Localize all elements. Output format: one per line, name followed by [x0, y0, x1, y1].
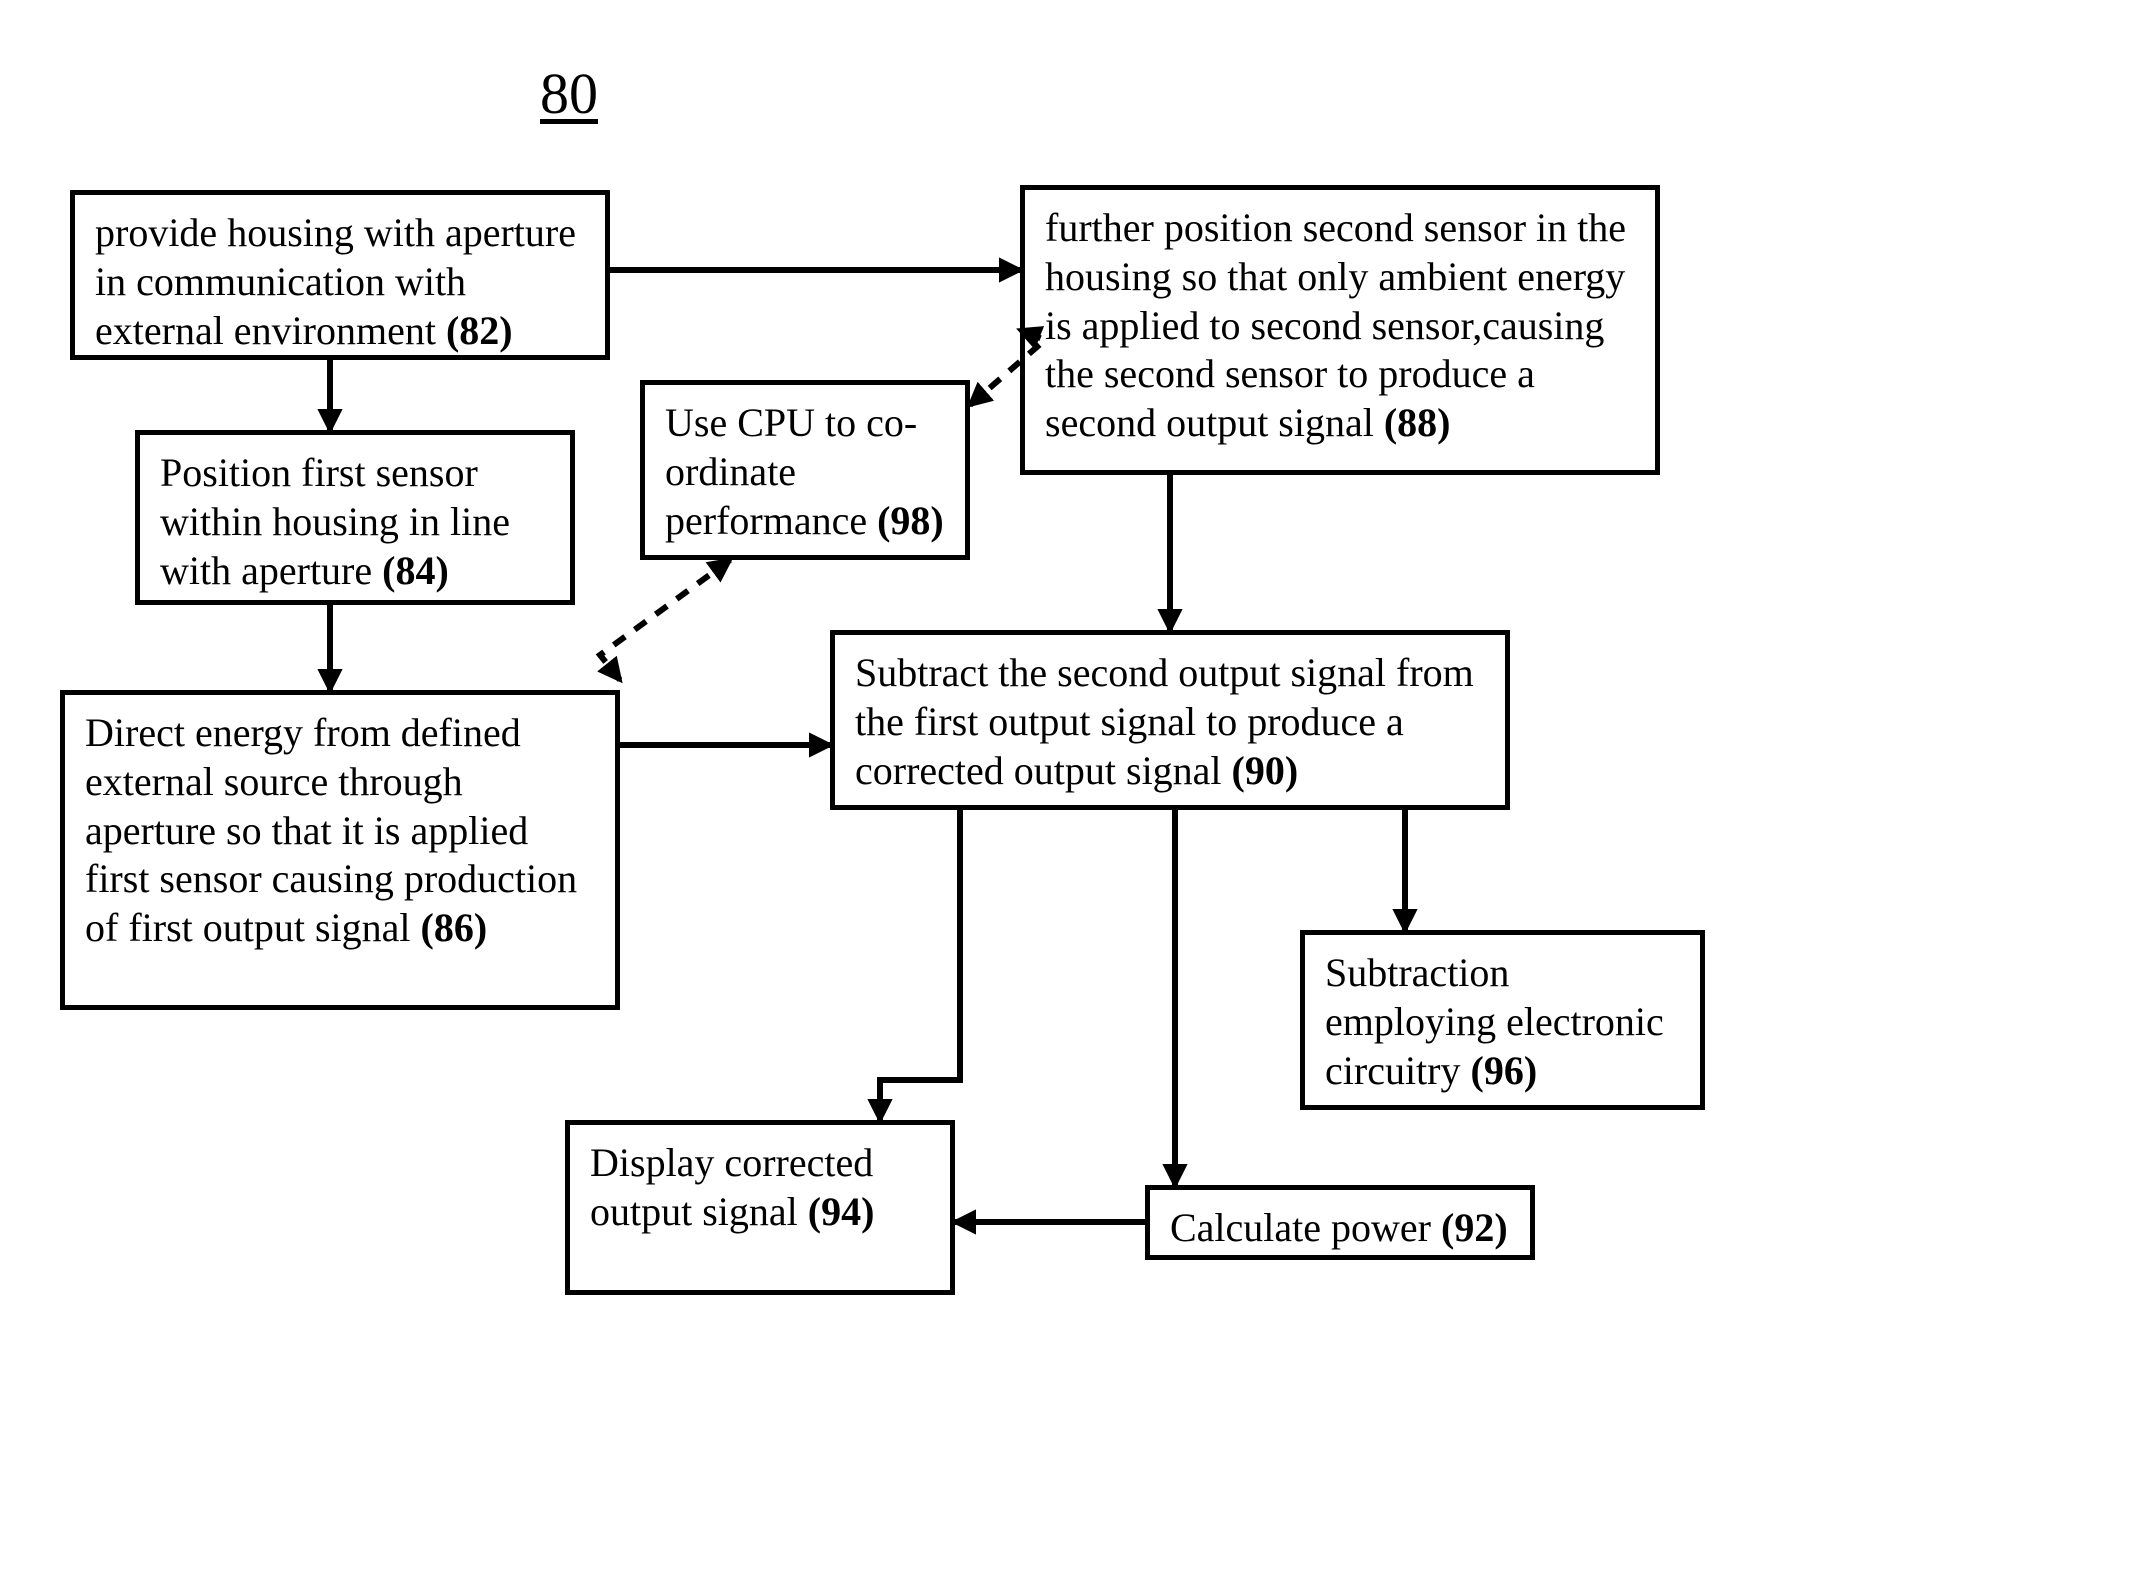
node-ref: (82) — [446, 308, 513, 353]
node-92-calculate-power: Calculate power (92) — [1145, 1185, 1535, 1260]
edge-e98-86 — [600, 560, 730, 680]
node-ref: (86) — [421, 905, 488, 950]
node-text: Direct energy from defined external sour… — [85, 710, 577, 950]
node-text: Calculate power — [1170, 1205, 1441, 1250]
node-94-display-output: Display corrected output signal (94) — [565, 1120, 955, 1295]
node-84-position-first-sensor: Position first sensor within housing in … — [135, 430, 575, 605]
node-90-subtract-signals: Subtract the second output signal from t… — [830, 630, 1510, 810]
node-ref: (88) — [1384, 400, 1451, 445]
node-ref: (92) — [1441, 1205, 1508, 1250]
node-text: Subtract the second output signal from t… — [855, 650, 1474, 793]
node-86-direct-energy: Direct energy from defined external sour… — [60, 690, 620, 1010]
node-text: further position second sensor in the ho… — [1045, 205, 1626, 445]
node-text: Position first sensor within housing in … — [160, 450, 510, 593]
node-ref: (96) — [1471, 1048, 1538, 1093]
node-82-provide-housing: provide housing with aperture in communi… — [70, 190, 610, 360]
node-ref: (84) — [382, 548, 449, 593]
node-ref: (90) — [1232, 748, 1299, 793]
node-ref: (94) — [808, 1189, 875, 1234]
node-96-subtraction-circuitry: Subtraction employing electronic circuit… — [1300, 930, 1705, 1110]
flowchart-canvas: 80 provide housing with aperture in comm… — [0, 0, 2154, 1569]
node-88-position-second-sensor: further position second sensor in the ho… — [1020, 185, 1660, 475]
edge-e90-94 — [880, 810, 960, 1120]
node-ref: (98) — [877, 498, 944, 543]
figure-number: 80 — [540, 60, 598, 127]
node-98-use-cpu: Use CPU to co-ordinate performance (98) — [640, 380, 970, 560]
